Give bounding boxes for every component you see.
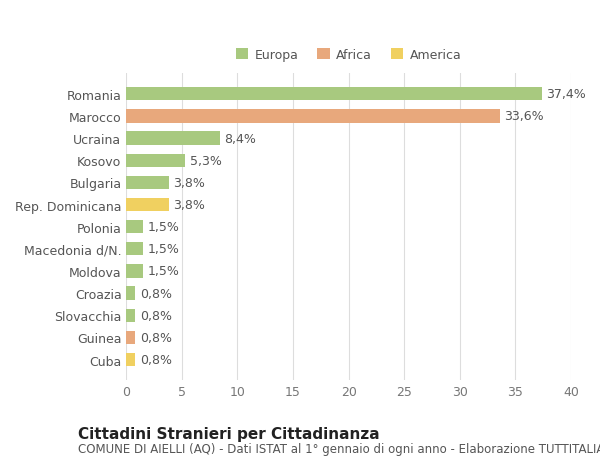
Text: 3,8%: 3,8% <box>173 199 205 212</box>
Text: 8,4%: 8,4% <box>224 132 256 146</box>
Bar <box>127 221 143 234</box>
Text: 1,5%: 1,5% <box>148 243 179 256</box>
Text: 3,8%: 3,8% <box>173 177 205 190</box>
Bar <box>127 176 169 190</box>
Text: 0,8%: 0,8% <box>140 331 172 344</box>
Text: 37,4%: 37,4% <box>547 88 586 101</box>
Text: 0,8%: 0,8% <box>140 287 172 300</box>
Text: 1,5%: 1,5% <box>148 221 179 234</box>
Bar <box>127 154 185 168</box>
Text: 33,6%: 33,6% <box>504 110 544 123</box>
Text: 0,8%: 0,8% <box>140 353 172 366</box>
Bar <box>127 331 135 344</box>
Bar <box>127 110 500 123</box>
Bar <box>127 198 169 212</box>
Text: 5,3%: 5,3% <box>190 154 221 168</box>
Text: 1,5%: 1,5% <box>148 265 179 278</box>
Bar <box>127 243 143 256</box>
Bar <box>127 287 135 300</box>
Legend: Europa, Africa, America: Europa, Africa, America <box>231 44 466 67</box>
Text: Cittadini Stranieri per Cittadinanza: Cittadini Stranieri per Cittadinanza <box>78 426 380 442</box>
Bar <box>127 88 542 101</box>
Bar <box>127 353 135 366</box>
Bar <box>127 132 220 146</box>
Text: 0,8%: 0,8% <box>140 309 172 322</box>
Bar <box>127 265 143 278</box>
Text: COMUNE DI AIELLI (AQ) - Dati ISTAT al 1° gennaio di ogni anno - Elaborazione TUT: COMUNE DI AIELLI (AQ) - Dati ISTAT al 1°… <box>78 442 600 455</box>
Bar <box>127 309 135 322</box>
